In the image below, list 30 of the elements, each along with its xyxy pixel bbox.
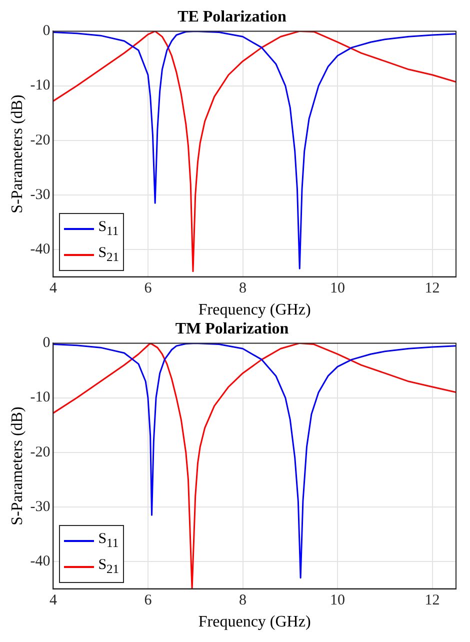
y-tick-label: -10 — [30, 390, 50, 406]
x-tick-label: 6 — [144, 280, 152, 297]
y-tick-label: 0 — [42, 335, 50, 352]
chart-title: TE Polarization — [178, 8, 287, 26]
x-axis-title: Frequency (GHz) — [198, 302, 311, 319]
x-tick-label: 4 — [49, 280, 58, 297]
legend-label: S$_{11}$ — [98, 218, 119, 240]
y-tick-label: -40 — [30, 553, 50, 570]
chart-title: TM Polarization — [175, 320, 289, 338]
y-tick-label: -30 — [30, 498, 50, 515]
x-tick-label: 6 — [144, 592, 152, 609]
x-tick-label: 10 — [330, 280, 346, 297]
legend-label: S$_{21}$ — [98, 556, 120, 578]
y-tick-label: 0 — [42, 23, 50, 40]
y-tick-label: -10 — [30, 78, 50, 94]
legend-label: S$_{21}$ — [98, 244, 120, 266]
y-axis-title: S-Parameters (dB) — [8, 94, 26, 214]
y-tick-label: -30 — [30, 186, 50, 203]
x-tick-label: 12 — [424, 592, 440, 609]
x-tick-label: 4 — [49, 592, 58, 609]
y-tick-label: -40 — [30, 241, 50, 258]
x-tick-label: 8 — [239, 592, 246, 609]
y-axis-title: S-Parameters (dB) — [8, 406, 26, 526]
x-tick-label: 12 — [424, 280, 440, 297]
x-tick-label: 10 — [330, 592, 346, 609]
legend-label: S$_{11}$ — [98, 530, 119, 552]
x-axis-title: Frequency (GHz) — [198, 614, 311, 631]
y-tick-label: -20 — [30, 132, 50, 148]
y-tick-label: -20 — [30, 444, 50, 460]
x-tick-label: 8 — [239, 280, 246, 297]
